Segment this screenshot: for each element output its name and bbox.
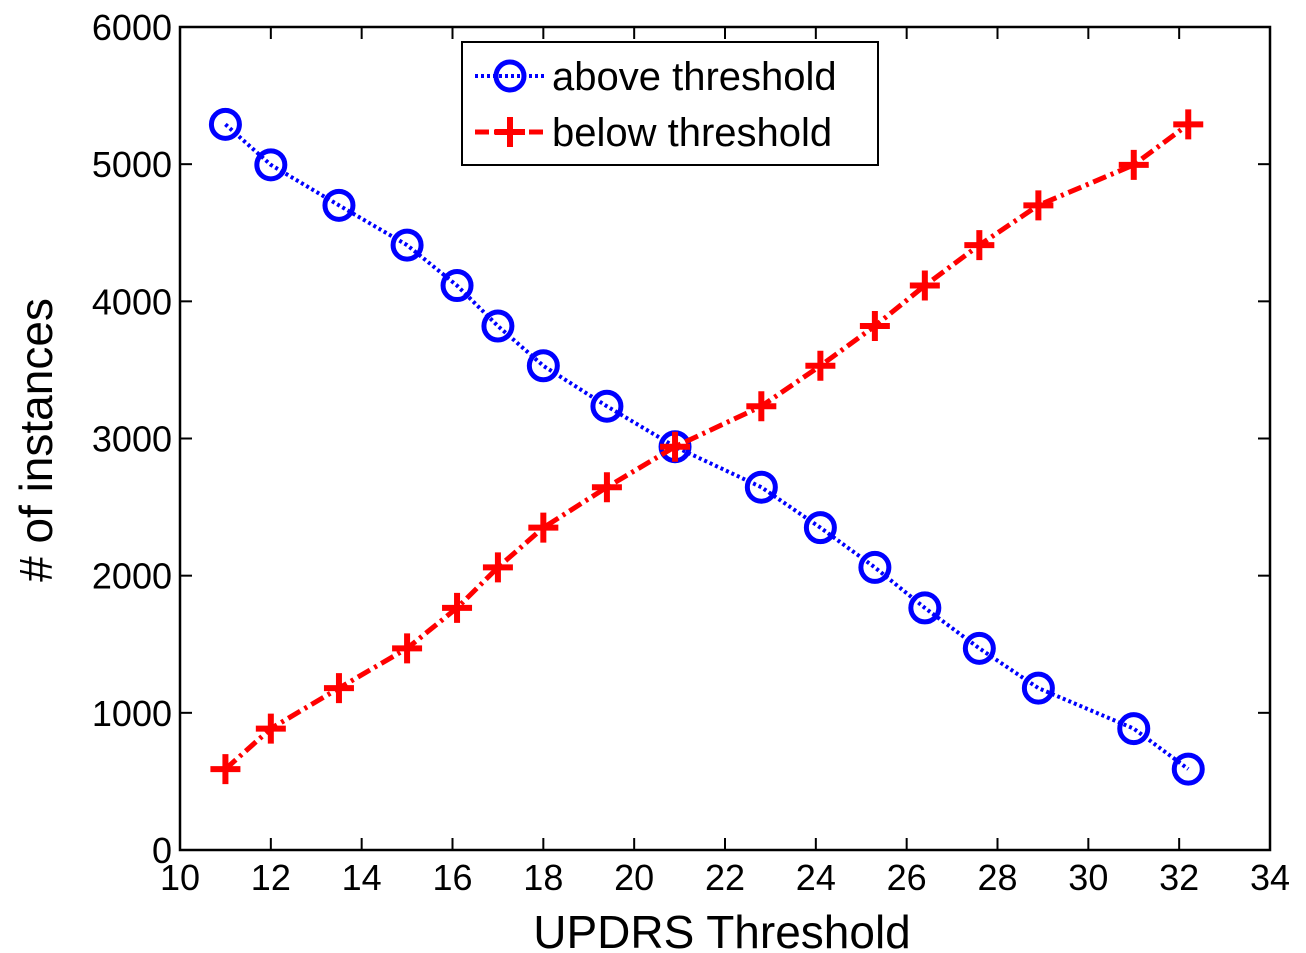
data-point <box>390 228 424 262</box>
data-point <box>254 148 288 182</box>
data-point <box>590 389 624 423</box>
series-0 <box>208 107 1205 786</box>
x-tick-label: 28 <box>977 857 1017 898</box>
y-tick-label: 4000 <box>92 281 172 322</box>
data-point <box>255 713 286 744</box>
data-point <box>323 673 354 704</box>
data-point <box>744 470 778 504</box>
data-point <box>859 311 890 342</box>
series-line <box>224 122 1190 771</box>
data-point <box>440 269 474 303</box>
data-point <box>528 512 559 543</box>
data-point <box>208 107 242 141</box>
legend-items: above threshold below threshold <box>475 55 837 155</box>
data-point <box>591 472 622 503</box>
data-point <box>660 431 691 462</box>
data-point <box>392 633 423 664</box>
x-tick-label: 34 <box>1250 857 1290 898</box>
y-tick-label: 5000 <box>92 144 172 185</box>
x-tick-label: 22 <box>705 857 745 898</box>
x-tick-label: 16 <box>432 857 472 898</box>
data-point <box>1021 671 1055 705</box>
data-point <box>1118 149 1149 180</box>
data-point <box>481 309 515 343</box>
x-tick-label: 30 <box>1068 857 1108 898</box>
legend: above threshold below threshold <box>461 41 879 166</box>
data-point <box>746 391 777 422</box>
data-point <box>1117 712 1151 746</box>
legend-label: above threshold <box>552 55 837 99</box>
series-layer <box>208 107 1205 786</box>
data-point <box>962 631 996 665</box>
data-point <box>803 511 837 545</box>
x-tick-label: 32 <box>1159 857 1199 898</box>
data-point <box>1171 752 1205 786</box>
y-tick-label: 0 <box>152 830 172 871</box>
y-axis-label: # of instances <box>10 298 62 582</box>
data-point <box>908 591 942 625</box>
data-point <box>442 592 473 623</box>
x-tick-label: 12 <box>251 857 291 898</box>
y-tick-label: 6000 <box>92 7 172 48</box>
legend-marker <box>495 117 525 147</box>
legend-box <box>461 41 879 166</box>
data-point <box>1023 190 1054 221</box>
data-point <box>482 552 513 583</box>
y-tick-label: 3000 <box>92 419 172 460</box>
x-tick-label: 14 <box>342 857 382 898</box>
x-tick-label: 10 <box>160 857 200 898</box>
x-axis-label: UPDRS Threshold <box>533 906 911 953</box>
x-tick-label: 24 <box>796 857 836 898</box>
data-point <box>526 349 560 383</box>
data-point <box>210 754 241 785</box>
legend-label: below threshold <box>552 111 832 155</box>
series-line <box>223 122 1190 771</box>
y-axis: 0 1000 2000 3000 4000 5000 6000 <box>92 7 1270 871</box>
data-point <box>909 270 940 301</box>
legend-item: below threshold <box>475 111 832 155</box>
data-point <box>322 188 356 222</box>
y-tick-label: 1000 <box>92 693 172 734</box>
series-1 <box>210 109 1204 785</box>
data-point <box>858 550 892 584</box>
x-tick-label: 18 <box>523 857 563 898</box>
y-tick-label: 2000 <box>92 556 172 597</box>
x-tick-label: 26 <box>887 857 927 898</box>
x-axis: 10 12 14 16 18 20 22 24 26 28 30 32 34 <box>160 27 1290 898</box>
legend-marker <box>493 59 527 93</box>
data-point <box>805 350 836 381</box>
data-point <box>1173 109 1204 140</box>
x-tick-label: 20 <box>614 857 654 898</box>
data-point <box>964 230 995 261</box>
legend-item: above threshold <box>475 55 837 99</box>
